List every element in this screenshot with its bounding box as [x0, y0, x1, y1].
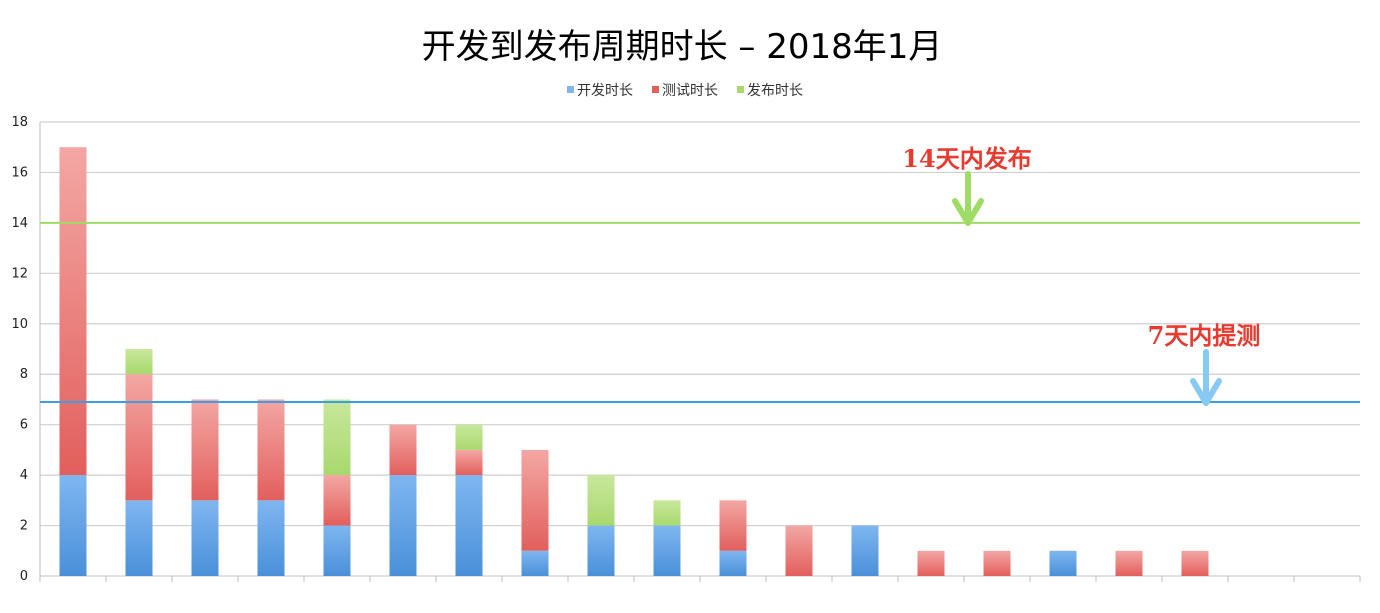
- y-tick-label: 10: [11, 317, 28, 332]
- bar-segment-test: [389, 424, 417, 476]
- bar-segment-test: [785, 525, 813, 576]
- chart-title: 开发到发布周期时长 – 2018年1月: [422, 27, 943, 67]
- legend-swatch: [737, 86, 744, 93]
- bar-segment-dev: [389, 475, 417, 576]
- annotation-label: 14天内发布: [902, 144, 1031, 173]
- bar-segment-test: [719, 500, 747, 551]
- bar-segment-release: [587, 475, 615, 526]
- bar-segment-dev: [851, 525, 879, 576]
- bar-segment-dev: [455, 475, 483, 576]
- bar-segment-dev: [323, 525, 351, 576]
- bar-segment-test: [257, 399, 285, 501]
- y-tick-label: 8: [20, 367, 28, 382]
- bar-segment-test: [455, 449, 483, 476]
- legend-label: 开发时长: [577, 83, 633, 99]
- bar-segment-test: [125, 374, 153, 501]
- bar-segment-dev: [719, 550, 747, 576]
- legend-label: 测试时长: [662, 83, 718, 99]
- bar-segment-test: [323, 475, 351, 526]
- y-axis: 0 2 4 6 8 10 12 14 16 18: [11, 115, 1361, 584]
- bar-segment-release: [323, 399, 351, 476]
- bar-segment-dev: [587, 525, 615, 576]
- y-tick-label: 14: [11, 216, 28, 231]
- bar-segment-test: [191, 399, 219, 501]
- arrow-head-icon: [952, 198, 984, 226]
- bar-segment-release: [455, 424, 483, 450]
- bar-segment-release: [125, 349, 153, 375]
- reference-lines: [40, 221, 1360, 403]
- legend-swatch: [567, 86, 574, 93]
- y-tick-label: 4: [20, 468, 28, 483]
- legend: 开发时长 测试时长 发布时长: [567, 83, 803, 99]
- legend-swatch: [652, 86, 659, 93]
- y-tick-label: 18: [11, 115, 28, 130]
- bar-segment-test: [1115, 550, 1143, 576]
- bar-segment-dev: [257, 500, 285, 576]
- bar-segment-test: [1181, 550, 1209, 576]
- bar-segment-dev: [521, 550, 549, 576]
- bar-segment-release: [653, 500, 681, 526]
- y-tick-label: 16: [11, 165, 28, 180]
- bar-segment-test: [983, 550, 1011, 576]
- bar-segment-test: [59, 147, 87, 476]
- bar-segment-dev: [125, 500, 153, 576]
- annotation-label: 7天内提测: [1148, 321, 1261, 350]
- y-tick-label: 12: [11, 266, 28, 281]
- annotations: 14天内发布 7天内提测: [902, 144, 1261, 406]
- bar-segment-dev: [191, 500, 219, 576]
- y-tick-label: 2: [20, 519, 28, 534]
- legend-label: 发布时长: [747, 83, 803, 99]
- bar-segment-test: [521, 449, 549, 551]
- y-tick-label: 6: [20, 418, 28, 433]
- bar-segment-test: [917, 550, 945, 576]
- bar-segment-dev: [59, 475, 87, 576]
- bar-segment-dev: [653, 525, 681, 576]
- bars: [59, 147, 1209, 576]
- y-tick-label: 0: [20, 569, 28, 584]
- bar-segment-dev: [1049, 550, 1077, 576]
- arrow-head-icon: [1190, 378, 1222, 406]
